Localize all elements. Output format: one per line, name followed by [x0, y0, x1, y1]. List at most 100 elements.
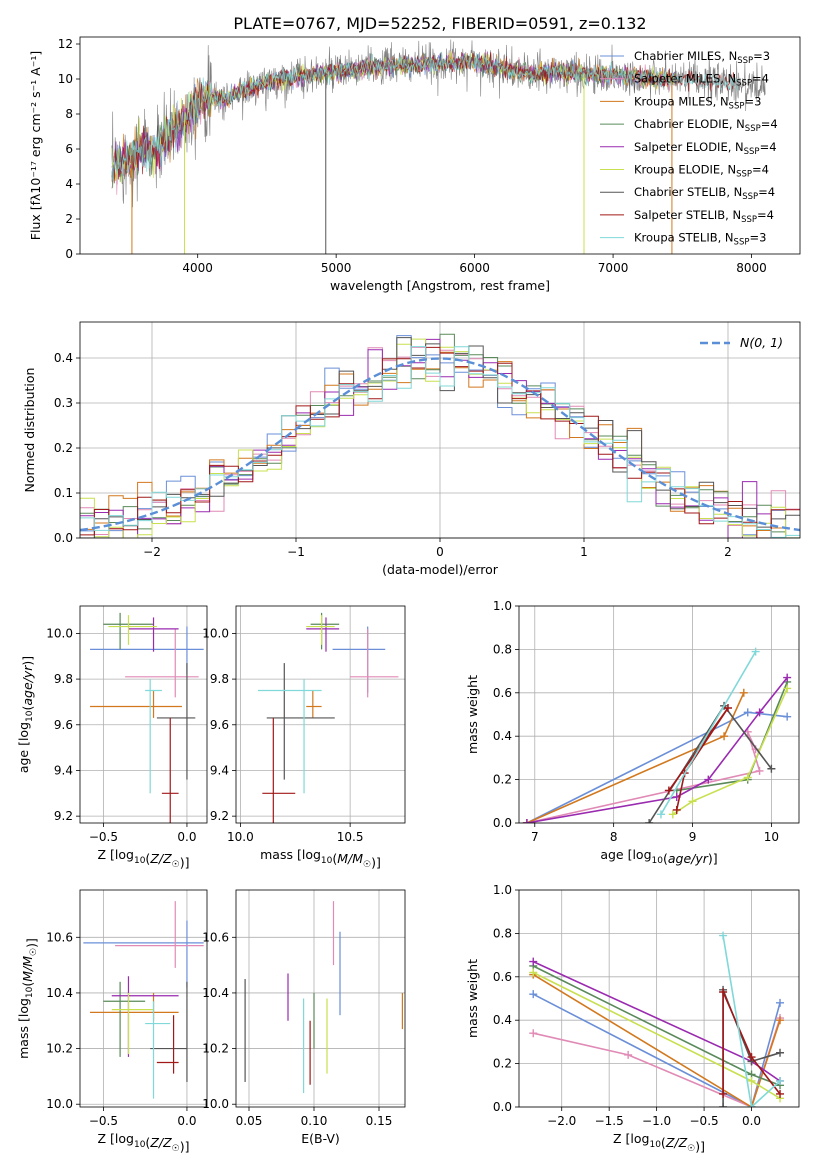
weight-marker	[743, 773, 752, 782]
label-sub: ☉	[29, 948, 39, 956]
x-tick-label: 4000	[182, 261, 213, 275]
label-part: Z/Z	[665, 1135, 688, 1150]
legend-label: Kroupa MILES, NSSP=3	[634, 94, 761, 111]
y-axis-label: Normed distribution	[22, 368, 37, 493]
x-axis-label: Z [log10(Z/Z☉)]	[613, 1131, 705, 1154]
plot-area	[522, 647, 792, 823]
legend-label-main: Kroupa STELIB, N	[634, 231, 734, 245]
label-part: age/yr	[668, 851, 709, 866]
y-tick-label: 1.0	[493, 883, 512, 897]
axes-frame	[79, 36, 801, 255]
x-axis-label: E(B-V)	[301, 1131, 340, 1146]
weight-line	[526, 731, 761, 823]
weight-marker	[624, 1050, 633, 1059]
legend-label-sub: SSP	[737, 56, 753, 66]
histogram-step	[80, 346, 800, 538]
legend-label: Chabrier MILES, NSSP=3	[634, 49, 770, 66]
y-tick-label: 9.4	[210, 763, 229, 777]
y-tick-label: 0.0	[493, 816, 512, 830]
legend-label-suffix: =4	[760, 140, 777, 154]
label-sub: 10	[321, 856, 333, 866]
label-part: wavelength [Angstrom, rest frame]	[330, 278, 550, 293]
y-tick-label: 6	[65, 142, 73, 156]
weight-marker	[529, 968, 538, 977]
label-part: Z/Z	[149, 1135, 172, 1150]
weight-marker	[747, 1103, 756, 1107]
plot-area	[257, 612, 399, 823]
label-part: log	[630, 1131, 649, 1146]
y-tick-label: 0.3	[54, 396, 73, 410]
legend-label: N(0, 1)	[740, 335, 783, 350]
label-part: age [	[16, 741, 31, 773]
y-tick-label: 0.8	[493, 926, 512, 940]
legend-label-sub: SSP	[734, 238, 750, 248]
panel-age-vs-mass: 10.0 10.5 9.2 9.4 9.6 9.8 10.0 mass [log10(M/M☉…	[202, 605, 406, 870]
axes-frame	[235, 605, 406, 824]
plot-area	[83, 901, 204, 1099]
label-part: Z [	[97, 1131, 114, 1146]
legend-label-main: Salpeter MILES, N	[634, 72, 736, 86]
weight-line	[722, 935, 781, 1107]
y-tick-label: 10.4	[46, 986, 73, 1000]
weight-marker	[755, 766, 764, 775]
panel-age-vs-Z: −0.5 0.09.29.49.69.810.0Z [log10(Z/Z☉)]ag…	[16, 605, 208, 870]
x-axis-label: (data-model)/error	[382, 562, 499, 577]
y-tick-label: 0.4	[493, 1013, 512, 1027]
legend-label: Chabrier ELODIE, NSSP=4	[634, 117, 778, 134]
y-tick-label: 1.0	[493, 599, 512, 613]
grid	[519, 889, 799, 1108]
legend-label-suffix: =4	[758, 185, 775, 199]
plot-area	[80, 333, 800, 538]
label-part: Flux [fλ10⁻¹⁷ erg cm⁻² s⁻¹ A⁻¹]	[28, 51, 43, 240]
x-tick-label: 10.5	[337, 830, 364, 844]
weight-line	[672, 688, 788, 815]
label-part: mass weight	[465, 675, 480, 754]
label-part: (data-model)/error	[382, 562, 499, 577]
weight-marker	[719, 1089, 728, 1098]
x-tick-label: 2	[724, 545, 732, 559]
weight-marker	[776, 1076, 785, 1085]
y-tick-label: 9.6	[210, 718, 229, 732]
label-part: mass [	[16, 1017, 31, 1059]
y-tick-label: 0	[65, 247, 73, 261]
x-tick-label: 0.10	[301, 1114, 328, 1128]
y-tick-label: 0.0	[493, 1100, 512, 1114]
y-tick-label: 10	[58, 72, 73, 86]
weight-marker	[720, 732, 729, 741]
label-part: M/M	[337, 851, 363, 866]
label-part: (	[332, 851, 337, 866]
y-tick-label: 2	[65, 212, 73, 226]
weight-marker	[755, 708, 764, 717]
weight-marker	[776, 1048, 785, 1057]
legend-label-sub: SSP	[736, 170, 752, 180]
weight-marker	[776, 1016, 785, 1025]
label-part: )]	[24, 938, 39, 948]
legend-label-sub: SSP	[745, 124, 761, 134]
weight-marker	[668, 810, 677, 819]
weight-marker	[724, 703, 733, 712]
legend-label-main: Kroupa MILES, N	[634, 94, 729, 108]
label-part: E(B-V)	[301, 1131, 340, 1146]
y-tick-label: 9.8	[54, 672, 73, 686]
weight-marker	[783, 712, 792, 721]
x-tick-label: 7000	[598, 261, 629, 275]
axes-frame	[79, 605, 208, 824]
y-tick-label: 10.2	[46, 1042, 73, 1056]
x-axis-label: age [log10(age/yr)]	[600, 847, 717, 866]
y-tick-label: 0.2	[493, 773, 512, 787]
plot-area	[111, 39, 766, 254]
plot-area	[529, 931, 785, 1107]
y-tick-label: 9.8	[210, 672, 229, 686]
legend-label-suffix: =3	[753, 49, 770, 63]
legend-label: Salpeter STELIB, NSSP=4	[634, 208, 774, 225]
label-sub: ☉	[172, 1144, 180, 1154]
y-tick-label: 10.2	[202, 1042, 229, 1056]
weight-marker	[739, 688, 748, 697]
y-axis-label: age [log10(age/yr)]	[16, 656, 35, 773]
x-tick-label: −2.0	[547, 1114, 576, 1128]
label-part: M/M	[20, 956, 35, 982]
legend-label-suffix: =3	[744, 94, 761, 108]
label-part: Z [	[613, 1131, 630, 1146]
x-tick-label: 0.0	[177, 830, 196, 844]
